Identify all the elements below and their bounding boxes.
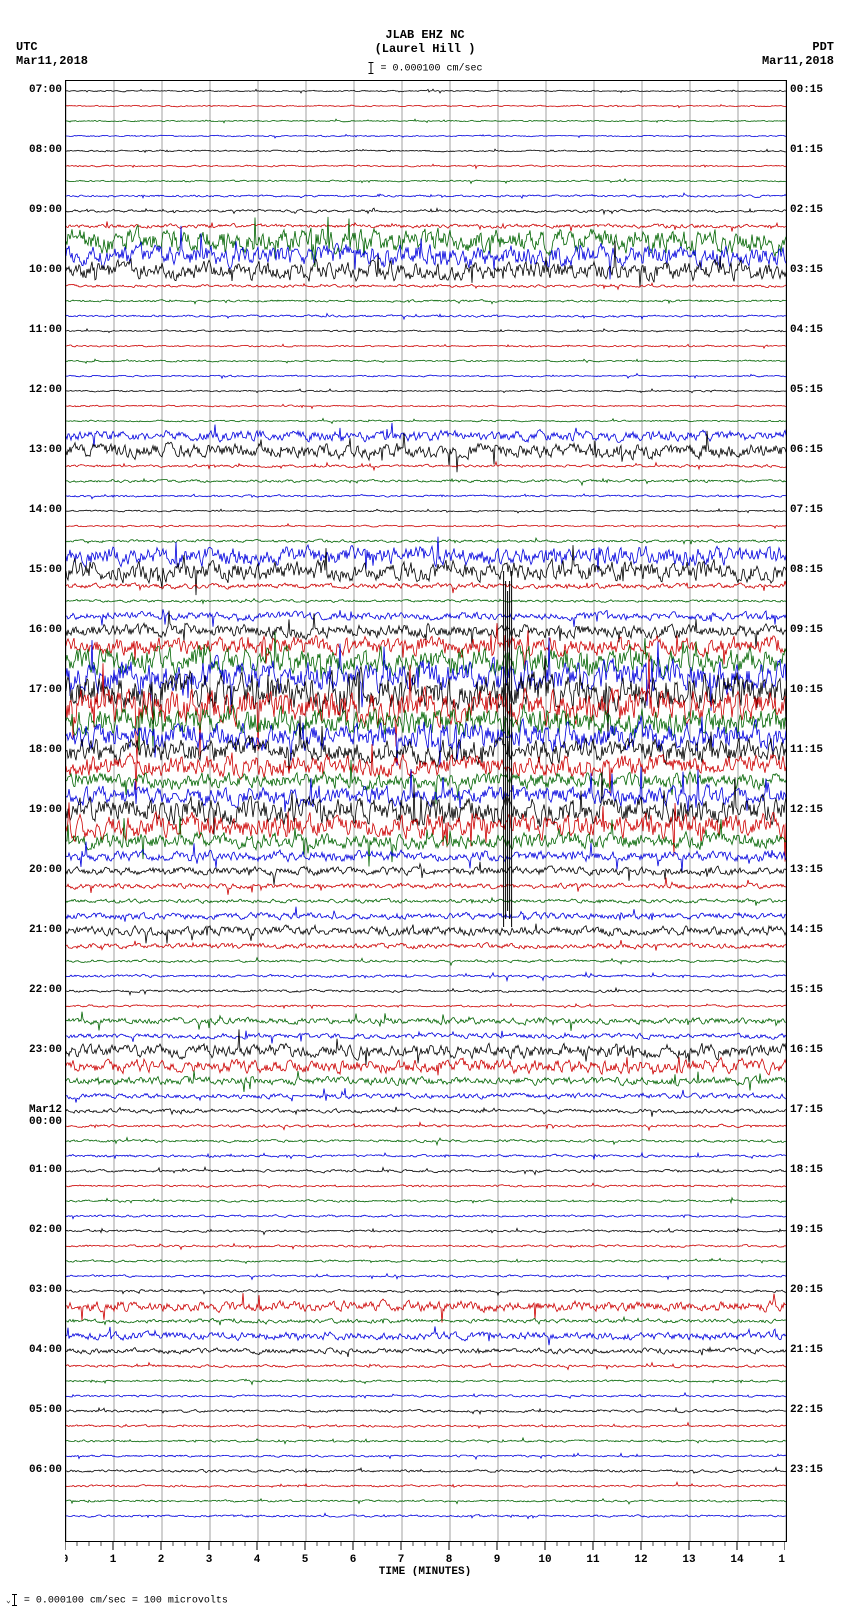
time-label: 19:15: [790, 1224, 823, 1236]
time-label: 18:00: [29, 744, 62, 756]
time-label: 12:15: [790, 804, 823, 816]
time-label: 05:00: [29, 1404, 62, 1416]
time-label: 00:15: [790, 84, 823, 96]
time-label: 01:15: [790, 144, 823, 156]
time-label: 14:00: [29, 504, 62, 516]
footer-text: = 0.000100 cm/sec = 100 microvolts: [24, 1596, 228, 1607]
time-label: 08:15: [790, 564, 823, 576]
time-label: 20:00: [29, 864, 62, 876]
seismogram-svg: [66, 81, 786, 1541]
scale-indicator: = 0.000100 cm/sec: [367, 62, 482, 75]
time-label: 17:15: [790, 1104, 823, 1116]
time-label: 22:00: [29, 984, 62, 996]
svg-text:11: 11: [586, 1554, 600, 1566]
tz-right: PDT Mar11,2018: [762, 40, 834, 68]
time-label: 03:00: [29, 1284, 62, 1296]
tz-left-code: UTC: [16, 40, 88, 54]
scale-bar-icon: [370, 62, 371, 74]
svg-text:1: 1: [110, 1554, 117, 1566]
header: UTC Mar11,2018 JLAB EHZ NC (Laurel Hill …: [0, 0, 850, 80]
svg-text:13: 13: [682, 1554, 696, 1566]
time-label: 07:00: [29, 84, 62, 96]
time-label: 13:00: [29, 444, 62, 456]
time-label: 10:15: [790, 684, 823, 696]
time-label: 21:00: [29, 924, 62, 936]
helicorder-plot: 07:0008:0009:0010:0011:0012:0013:0014:00…: [65, 80, 787, 1542]
tz-right-date: Mar11,2018: [762, 54, 834, 68]
svg-text:7: 7: [398, 1554, 405, 1566]
svg-text:9: 9: [494, 1554, 501, 1566]
time-label: 03:15: [790, 264, 823, 276]
footer-scale: ⌄ = 0.000100 cm/sec = 100 microvolts: [0, 1576, 850, 1607]
time-label: 16:15: [790, 1044, 823, 1056]
time-label: 06:00: [29, 1464, 62, 1476]
svg-text:0: 0: [65, 1554, 68, 1566]
time-label: 07:15: [790, 504, 823, 516]
tz-right-code: PDT: [762, 40, 834, 54]
time-label: 11:15: [790, 744, 823, 756]
time-label: 05:15: [790, 384, 823, 396]
svg-text:14: 14: [730, 1554, 744, 1566]
time-label: 08:00: [29, 144, 62, 156]
time-label: 13:15: [790, 864, 823, 876]
svg-text:8: 8: [446, 1554, 453, 1566]
seismogram-container: UTC Mar11,2018 JLAB EHZ NC (Laurel Hill …: [0, 0, 850, 1607]
time-label: 14:15: [790, 924, 823, 936]
x-axis: 0123456789101112131415TIME (MINUTES): [65, 1542, 785, 1576]
tz-left-date: Mar11,2018: [16, 54, 88, 68]
svg-text:12: 12: [634, 1554, 647, 1566]
time-label: 06:15: [790, 444, 823, 456]
scale-bar-icon: [14, 1594, 15, 1606]
svg-text:3: 3: [206, 1554, 213, 1566]
time-label: 01:00: [29, 1164, 62, 1176]
time-label: 09:00: [29, 204, 62, 216]
time-label: 04:00: [29, 1344, 62, 1356]
svg-text:4: 4: [254, 1554, 261, 1566]
time-label: 21:15: [790, 1344, 823, 1356]
time-label: 10:00: [29, 264, 62, 276]
time-label: 02:00: [29, 1224, 62, 1236]
time-label: 18:15: [790, 1164, 823, 1176]
time-label: 15:00: [29, 564, 62, 576]
time-label: 12:00: [29, 384, 62, 396]
time-label: 09:15: [790, 624, 823, 636]
svg-text:10: 10: [538, 1554, 551, 1566]
time-label: 02:15: [790, 204, 823, 216]
time-label: Mar12: [29, 1104, 62, 1116]
tz-left: UTC Mar11,2018: [16, 40, 88, 68]
time-label: 23:15: [790, 1464, 823, 1476]
svg-text:2: 2: [158, 1554, 165, 1566]
time-label: 15:15: [790, 984, 823, 996]
svg-text:6: 6: [350, 1554, 357, 1566]
scale-label: = 0.000100 cm/sec: [380, 64, 482, 75]
time-label: 00:00: [29, 1116, 62, 1128]
station-name: (Laurel Hill ): [375, 42, 476, 56]
time-label: 23:00: [29, 1044, 62, 1056]
time-label: 11:00: [29, 324, 62, 336]
title-block: JLAB EHZ NC (Laurel Hill ): [375, 28, 476, 56]
time-label: 16:00: [29, 624, 62, 636]
svg-text:15: 15: [778, 1554, 785, 1566]
time-label: 20:15: [790, 1284, 823, 1296]
time-label: 04:15: [790, 324, 823, 336]
station-code: JLAB EHZ NC: [375, 28, 476, 42]
svg-text:5: 5: [302, 1554, 309, 1566]
svg-text:TIME (MINUTES): TIME (MINUTES): [379, 1566, 471, 1576]
time-label: 22:15: [790, 1404, 823, 1416]
time-label: 17:00: [29, 684, 62, 696]
time-label: 19:00: [29, 804, 62, 816]
